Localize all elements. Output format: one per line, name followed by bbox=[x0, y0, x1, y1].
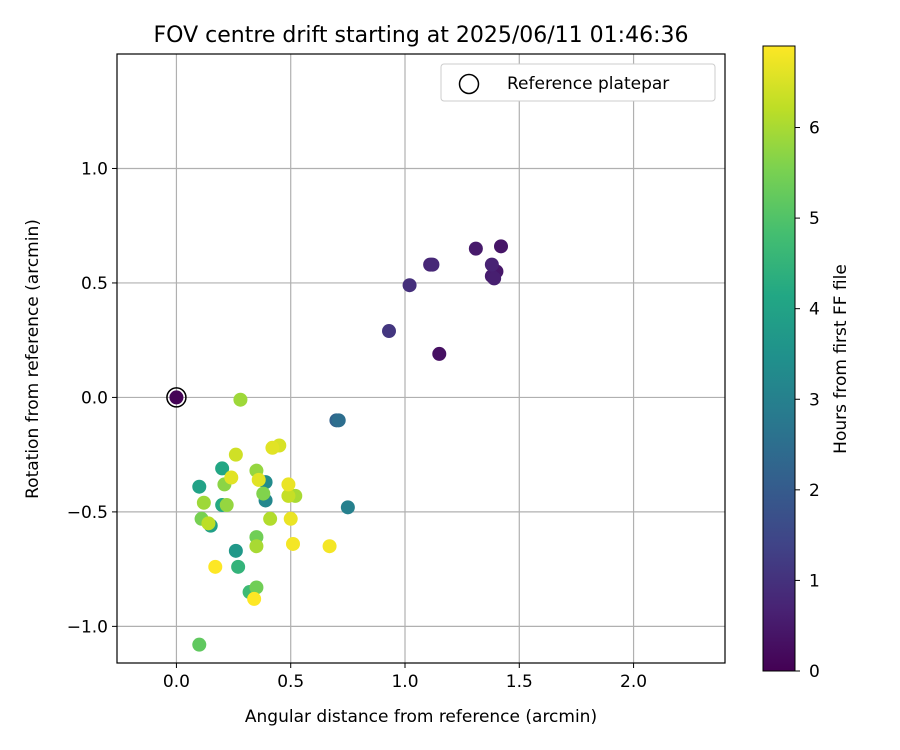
colorbar-tick-label: 0 bbox=[809, 662, 820, 682]
data-point bbox=[233, 392, 248, 407]
y-tick-label: −0.5 bbox=[67, 503, 108, 523]
data-point bbox=[249, 580, 264, 595]
data-point bbox=[251, 472, 266, 487]
data-point bbox=[402, 278, 417, 293]
y-axis-label: Rotation from reference (arcmin) bbox=[23, 219, 43, 499]
colorbar-ticks: 0 1 2 3 4 5 6 bbox=[795, 119, 820, 682]
y-tick-label: −1.0 bbox=[67, 617, 108, 637]
chart-title: FOV centre drift starting at 2025/06/11 … bbox=[154, 23, 689, 48]
data-point bbox=[249, 539, 264, 554]
data-point bbox=[281, 488, 296, 503]
data-point bbox=[322, 539, 337, 554]
plot-frame bbox=[116, 53, 726, 664]
legend-marker bbox=[458, 73, 480, 95]
data-point bbox=[224, 470, 239, 485]
data-point bbox=[228, 447, 243, 462]
y-tick-label: 0.0 bbox=[81, 388, 108, 408]
y-tick-label: 1.0 bbox=[81, 159, 108, 179]
x-axis-ticks: 0.0 0.5 1.0 1.5 2.0 bbox=[163, 663, 647, 692]
data-point bbox=[484, 257, 499, 272]
x-tick-label: 0.5 bbox=[277, 672, 304, 692]
data-point bbox=[192, 637, 207, 652]
colorbar-tick-label: 1 bbox=[809, 571, 820, 591]
data-point bbox=[432, 346, 447, 361]
data-point bbox=[247, 591, 262, 606]
colorbar-gradient bbox=[762, 45, 796, 672]
data-point bbox=[169, 390, 184, 405]
colorbar-tick-label: 3 bbox=[809, 390, 820, 410]
colorbar: 0 1 2 3 4 5 6 Hours from first FF file bbox=[762, 45, 851, 682]
data-point bbox=[208, 559, 223, 574]
colorbar-label: Hours from first FF file bbox=[831, 264, 851, 454]
legend-label: Reference platepar bbox=[507, 74, 669, 94]
colorbar-tick-label: 2 bbox=[809, 481, 820, 501]
data-point bbox=[228, 543, 243, 558]
plot-area: 0.0 0.5 1.0 1.5 2.0 −1.0 −0.5 0.0 0.5 1.0 bbox=[67, 53, 726, 692]
data-point bbox=[219, 498, 234, 513]
data-point bbox=[283, 511, 298, 526]
data-point bbox=[215, 461, 230, 476]
data-point bbox=[425, 257, 440, 272]
data-point bbox=[256, 486, 271, 501]
data-point bbox=[286, 536, 300, 551]
reference-point bbox=[166, 387, 187, 408]
x-tick-label: 2.0 bbox=[620, 672, 647, 692]
colorbar-tick-label: 6 bbox=[809, 119, 820, 139]
data-point bbox=[263, 511, 278, 526]
data-point bbox=[265, 440, 280, 455]
data-points bbox=[169, 239, 508, 652]
data-point bbox=[487, 271, 502, 286]
data-point bbox=[331, 413, 346, 428]
data-point bbox=[192, 479, 207, 494]
data-point bbox=[468, 241, 483, 256]
colorbar-tick-label: 4 bbox=[809, 300, 820, 320]
legend-box bbox=[440, 63, 716, 102]
y-tick-label: 0.5 bbox=[81, 274, 108, 294]
data-point bbox=[201, 516, 216, 531]
legend: Reference platepar bbox=[440, 63, 716, 102]
data-point bbox=[382, 324, 396, 339]
x-tick-label: 1.0 bbox=[391, 672, 418, 692]
data-point bbox=[196, 495, 211, 510]
reference-marker bbox=[166, 387, 187, 408]
x-tick-label: 1.5 bbox=[506, 672, 533, 692]
data-point bbox=[494, 239, 508, 254]
x-axis-label: Angular distance from reference (arcmin) bbox=[245, 707, 597, 727]
data-point bbox=[231, 559, 246, 574]
data-point bbox=[281, 477, 296, 492]
y-axis-ticks: −1.0 −0.5 0.0 0.5 1.0 bbox=[67, 159, 117, 637]
grid bbox=[117, 54, 725, 663]
x-tick-label: 0.0 bbox=[163, 672, 190, 692]
colorbar-tick-label: 5 bbox=[809, 209, 820, 229]
data-point bbox=[340, 500, 355, 515]
